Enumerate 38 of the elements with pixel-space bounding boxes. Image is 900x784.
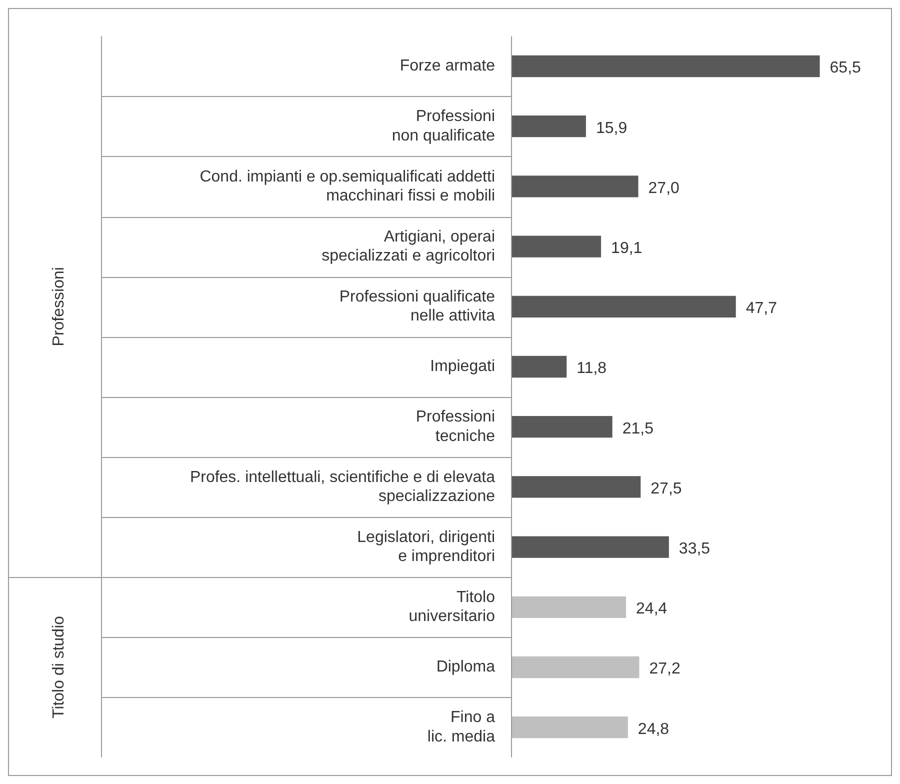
y-tick-label: Profes. intellettuali, scientifiche e di elevata specializzazione <box>190 468 496 505</box>
bar <box>511 236 602 258</box>
text: Professioni <box>50 267 68 346</box>
data-label: 11,8 <box>576 360 607 378</box>
y-tick-label: Impiegati <box>430 358 495 376</box>
bar <box>511 176 638 198</box>
data-label: 21,5 <box>622 420 654 438</box>
bar <box>511 296 736 318</box>
bar <box>511 55 820 78</box>
data-label: 24,8 <box>638 720 670 738</box>
data-label: 15,9 <box>596 120 628 137</box>
y-tick-label: Diploma <box>436 658 496 676</box>
bar <box>511 356 567 378</box>
bar <box>511 596 626 618</box>
bar <box>511 536 669 558</box>
y-tick-label: Titolo universitario <box>408 588 496 626</box>
bar <box>511 116 586 138</box>
y-tick-label: Professioni non qualificate <box>392 108 496 144</box>
y-tick-label: Professioni tecniche <box>416 408 496 445</box>
data-label: 33,5 <box>678 540 710 558</box>
data-label: 65,5 <box>830 60 862 77</box>
y-tick-label: Professioni qualificate nelle attivita <box>339 288 496 325</box>
data-label: 47,7 <box>746 300 778 318</box>
data-label: 19,1 <box>611 240 642 257</box>
y-tick-label: Artigiani, operai specializzati e agricoltori <box>322 228 495 265</box>
data-label: 27,0 <box>648 180 680 197</box>
data-label: 27,2 <box>649 660 680 678</box>
bar <box>511 416 612 438</box>
bar <box>511 476 641 498</box>
data-label: 27,5 <box>650 480 682 498</box>
text: Titolo di studio <box>50 616 68 719</box>
y-tick-label: Cond. impianti e op.semiqualificati addetti macchinari fissi e mobili <box>200 168 495 204</box>
bar <box>511 656 640 678</box>
y-tick-label: Legislatori, dirigenti e imprenditori <box>357 528 495 566</box>
bar <box>511 716 628 738</box>
data-label: 24,4 <box>636 600 668 618</box>
y-tick-label: Fino a lic. media <box>427 709 496 746</box>
y-tick-label: Forze armate <box>400 58 496 75</box>
